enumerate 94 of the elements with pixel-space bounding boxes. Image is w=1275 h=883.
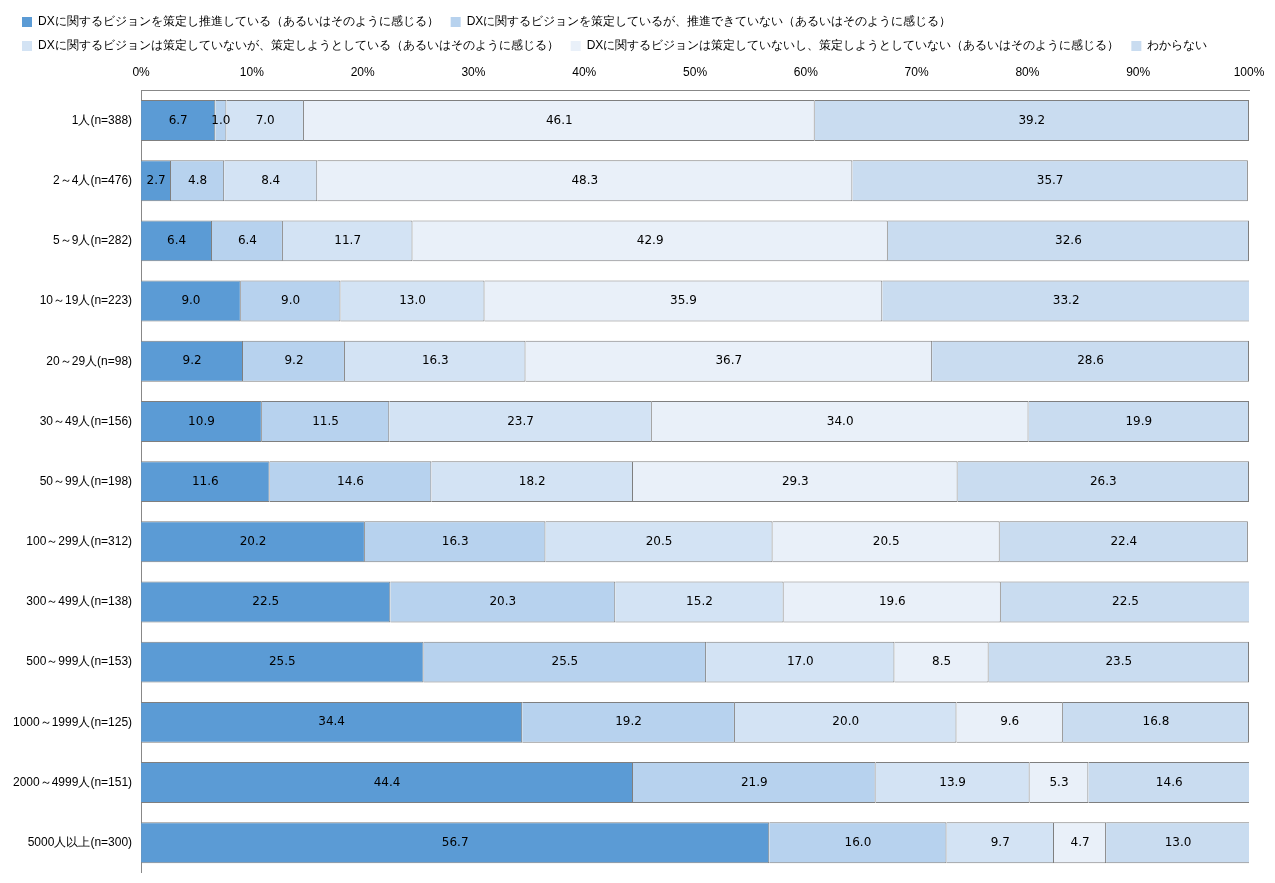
y-tick-label: 300～499人(n=138): [26, 594, 133, 609]
data-label: 56.7: [441, 834, 469, 849]
x-tick-label: 0%: [132, 64, 151, 79]
x-tick-label: 30%: [461, 64, 486, 79]
data-label: 10.9: [188, 413, 215, 428]
data-label: 35.9: [670, 293, 697, 308]
y-tick-label: 2000～4999人(n=151): [12, 774, 133, 789]
data-label: 20.3: [489, 594, 517, 609]
data-label: 34.4: [318, 714, 346, 729]
data-label: 6.4: [237, 232, 257, 247]
y-tick-label: 5～9人(n=282): [53, 233, 133, 248]
data-label: 20.5: [872, 533, 900, 548]
data-label: 23.7: [507, 413, 534, 428]
y-tick-label: 2～4人(n=476): [53, 172, 133, 187]
data-label: 18.2: [518, 473, 546, 488]
data-label: 20.0: [832, 714, 860, 729]
x-tick-label: 10%: [239, 64, 265, 79]
data-label: 25.5: [268, 654, 296, 669]
data-label: 14.6: [337, 473, 364, 488]
data-label: 33.2: [1052, 293, 1080, 308]
data-label: 16.3: [421, 353, 449, 368]
data-label: 6.7: [168, 112, 188, 127]
data-label: 15.2: [686, 594, 713, 609]
data-label: 39.2: [1018, 112, 1046, 127]
x-tick-label: 70%: [904, 64, 929, 79]
data-label: 25.5: [551, 654, 579, 669]
x-tick-label: 100%: [1233, 64, 1265, 79]
data-label: 26.3: [1089, 473, 1117, 488]
data-label: 19.2: [615, 714, 642, 729]
data-label: 16.0: [844, 834, 872, 849]
data-label: 22.5: [1112, 594, 1139, 609]
data-label: 21.9: [740, 774, 768, 789]
y-tick-label: 500～999人(n=153): [26, 654, 133, 669]
data-label: 9.0: [181, 293, 201, 308]
y-tick-label: 1000～1999人(n=125): [12, 714, 133, 729]
x-tick-label: 60%: [793, 64, 819, 79]
data-label: 35.7: [1036, 172, 1064, 187]
y-tick-label: 10～19人(n=223): [39, 293, 133, 308]
legend-label: DXに関するビジョンは策定していないし、策定しようとしていない（あるいはそのように感じる）: [586, 38, 1120, 53]
data-label: 13.0: [399, 293, 426, 308]
data-label: 7.0: [255, 112, 275, 127]
legend-label: DXに関するビジョンは策定していないが、策定しようとしている（あるいはそのように感じる）: [38, 38, 559, 53]
data-label: 9.2: [284, 353, 304, 368]
data-label: 17.0: [786, 654, 814, 669]
y-tick-label: 1人(n=388): [71, 112, 133, 127]
legend-label: わからない: [1147, 38, 1208, 53]
data-label: 11.6: [191, 473, 219, 488]
data-label: 2.7: [146, 172, 166, 187]
data-label: 13.9: [939, 774, 966, 789]
data-label: 19.9: [1125, 413, 1153, 428]
data-label: 44.4: [373, 774, 401, 789]
data-label: 9.2: [182, 353, 202, 368]
data-label: 11.7: [334, 232, 362, 247]
data-label: 5.3: [1049, 774, 1069, 789]
data-label: 29.3: [781, 473, 809, 488]
y-tick-label: 30～49人(n=156): [39, 413, 133, 428]
data-label: 4.8: [188, 172, 208, 187]
data-label: 22.5: [252, 594, 280, 609]
data-label: 8.5: [932, 654, 952, 669]
data-label: 34.0: [826, 413, 854, 428]
data-label: 20.5: [645, 533, 673, 548]
x-tick-label: 20%: [350, 64, 375, 79]
x-tick-label: 40%: [572, 64, 597, 79]
data-label: 23.5: [1105, 654, 1133, 669]
data-label: 13.0: [1164, 834, 1192, 849]
data-label: 1.0: [211, 112, 231, 127]
x-tick-label: 90%: [1126, 64, 1151, 79]
data-label: 11.5: [312, 413, 339, 428]
data-label: 19.6: [878, 594, 906, 609]
data-label: 14.6: [1155, 774, 1183, 789]
data-label: 9.0: [281, 293, 301, 308]
data-label: 48.3: [571, 172, 599, 187]
data-label: 9.7: [990, 834, 1010, 849]
data-label: 9.6: [1000, 714, 1020, 729]
data-label: 36.7: [715, 353, 743, 368]
data-label: 22.4: [1110, 533, 1138, 548]
data-label: 16.3: [441, 533, 469, 548]
data-label: 42.9: [636, 232, 664, 247]
data-label: 6.4: [166, 232, 187, 247]
data-label: 32.6: [1055, 232, 1082, 247]
data-label: 20.2: [239, 533, 267, 548]
y-tick-label: 20～29人(n=98): [46, 353, 133, 368]
x-tick-label: 50%: [683, 64, 708, 79]
legend-label: DXに関するビジョンを策定し推進している（あるいはそのように感じる）: [38, 14, 439, 29]
legend-label: DXに関するビジョンを策定しているが、推進できていない（あるいはそのように感じる）: [466, 14, 952, 29]
data-label: 46.1: [545, 112, 573, 127]
data-label: 8.4: [261, 172, 281, 187]
x-tick-label: 80%: [1015, 64, 1040, 79]
data-label: 4.7: [1070, 834, 1090, 849]
data-label: 28.6: [1077, 353, 1104, 368]
y-tick-label: 50～99人(n=198): [39, 473, 133, 488]
y-tick-label: 5000人以上(n=300): [27, 835, 133, 850]
y-tick-label: 100～299人(n=312): [26, 534, 133, 549]
data-label: 16.8: [1142, 714, 1170, 729]
